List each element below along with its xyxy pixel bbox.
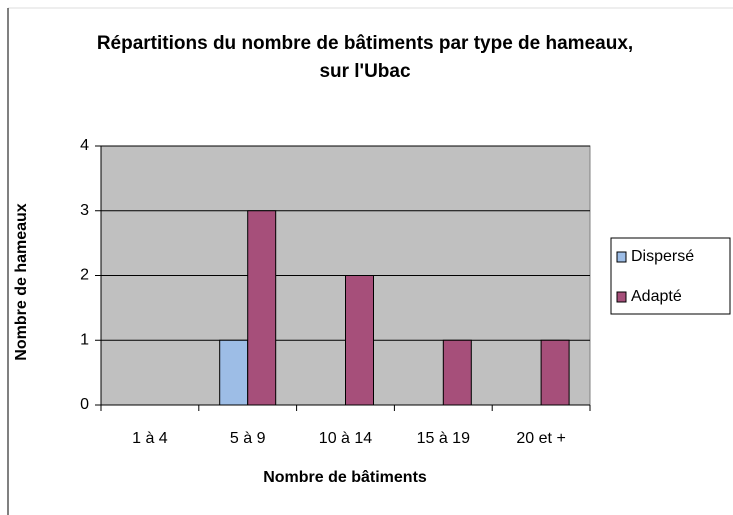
x-tick-label: 15 à 19	[417, 430, 470, 447]
chart-title: Répartitions du nombre de bâtiments par …	[96, 33, 634, 82]
bar	[219, 339, 249, 406]
y-tick-label: 0	[80, 396, 89, 413]
legend-box	[610, 237, 731, 315]
x-tick-label: 5 à 9	[230, 430, 266, 447]
bar	[247, 210, 277, 406]
bar	[540, 339, 570, 406]
y-tick-label: 1	[80, 331, 89, 348]
bar	[345, 275, 374, 406]
x-tick-label: 1 à 4	[132, 430, 168, 447]
y-tick-label: 4	[80, 137, 89, 154]
x-tick-label: 10 à 14	[319, 430, 372, 447]
legend-label: Adapté	[631, 288, 682, 305]
x-axis-label: Nombre de bâtiments	[263, 469, 427, 486]
legend-swatch	[616, 291, 627, 303]
legend-swatch	[616, 251, 627, 263]
bar	[442, 339, 472, 406]
y-tick-label: 2	[80, 267, 89, 284]
y-axis-label: Nombre de hameaux	[13, 203, 30, 360]
x-tick-label: 20 et +	[516, 430, 565, 447]
y-tick-label: 3	[80, 202, 89, 219]
legend-label: Dispersé	[631, 248, 694, 265]
